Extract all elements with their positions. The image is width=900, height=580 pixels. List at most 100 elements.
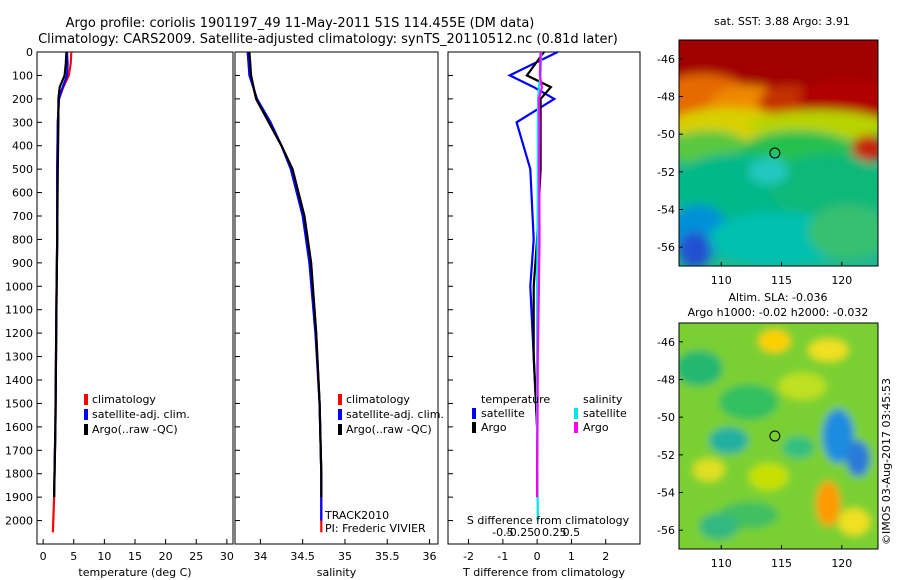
map-blob <box>692 458 725 482</box>
map-blob <box>679 40 878 86</box>
map-blob <box>852 134 878 163</box>
figure-title-line1: Argo profile: coriolis 1901197_49 11-May… <box>66 16 535 31</box>
y-tick-label: 1000 <box>5 280 33 293</box>
x-tick-label: 35 <box>338 550 352 563</box>
legend-swatch <box>84 409 88 420</box>
map-blob <box>718 384 779 421</box>
map-blob <box>679 232 711 266</box>
legend-label: climatology <box>92 393 156 406</box>
y-tick-label: 0 <box>26 46 33 59</box>
sla-map-subtitle: Argo h1000: -0.02 h2000: -0.032 <box>688 306 869 319</box>
y-tick-label: 100 <box>12 69 33 82</box>
x-top-tick-label: -0.25 <box>506 526 534 539</box>
map-blob <box>808 204 878 260</box>
legend-label: satellite <box>481 407 525 420</box>
map-field <box>679 40 878 266</box>
x-tick-label: -1 <box>497 550 508 563</box>
map-field <box>679 323 878 549</box>
argo-location-marker <box>769 147 781 159</box>
y-tick-label: 600 <box>12 187 33 200</box>
series-line-temperature-argo <box>525 51 553 498</box>
legend-label: satellite <box>583 407 627 420</box>
x-top-tick-label: 0 <box>534 526 541 539</box>
map-blob <box>768 153 878 221</box>
legend-swatch <box>84 424 88 435</box>
legend-swatch <box>472 422 476 433</box>
map-y-tick-label: -46 <box>657 53 675 66</box>
map-x-tick-label: 110 <box>711 557 732 570</box>
y-tick-label: 800 <box>12 233 33 246</box>
map-y-tick-label: -52 <box>657 166 675 179</box>
legend-label: Argo(..raw -QC) <box>346 423 432 436</box>
x-tick-label: 35.5 <box>375 550 400 563</box>
y-tick-label: 200 <box>12 93 33 106</box>
legend-header-salinity: salinity <box>583 393 623 406</box>
map-blob <box>778 372 827 400</box>
legend-label: satellite-adj. clim. <box>346 408 444 421</box>
y-tick-label: 1400 <box>5 374 33 387</box>
map-x-tick-label: 120 <box>831 274 852 287</box>
map-blob <box>822 408 855 464</box>
legend-swatch <box>574 408 578 419</box>
salinity-panel: 34 34.5 35 35.5 36 salinity climatology satelli… <box>234 51 444 579</box>
y-tick-label: 1700 <box>5 444 33 457</box>
map-blob <box>748 157 789 185</box>
map-y-tick-label: -56 <box>657 241 675 254</box>
legend-swatch <box>84 394 88 405</box>
map-y-tick-label: -56 <box>657 524 675 537</box>
map-y-tick-label: -48 <box>657 374 675 387</box>
legend-swatch <box>338 394 342 405</box>
y-tick-label: 500 <box>12 163 33 176</box>
x-tick-label: 30 <box>220 550 234 563</box>
plot-frame <box>36 51 234 545</box>
argo-location-marker <box>769 430 781 442</box>
x-top-tick-label: -0.5 <box>492 526 513 539</box>
map-y-tick-label: -46 <box>657 336 675 349</box>
x-tick-label: 1 <box>568 550 575 563</box>
imos-watermark: ©IMOS 03-Aug-2017 03:45:53 <box>880 378 893 545</box>
y-tick-label: 1500 <box>5 397 33 410</box>
map-blob <box>808 338 849 362</box>
y-tick-label: 700 <box>12 210 33 223</box>
x-tick-label: 0 <box>534 550 541 563</box>
map-frame <box>678 39 879 267</box>
y-tick-label: 1300 <box>5 351 33 364</box>
map-blobs <box>679 323 878 549</box>
map-blob <box>758 329 791 353</box>
legend-swatch <box>338 409 342 420</box>
map-blob <box>679 350 723 387</box>
y-tick-label: 900 <box>12 257 33 270</box>
map-x-tick-label: 120 <box>831 557 852 570</box>
legend-swatch <box>472 408 476 419</box>
x-tick-label: 34 <box>253 550 267 563</box>
plot-frame <box>447 51 641 545</box>
x-tick-label: 2 <box>602 550 609 563</box>
legend-label: Argo(..raw -QC) <box>92 423 178 436</box>
y-tick-label: 300 <box>12 116 33 129</box>
series-line-argo-raw-qc- <box>248 51 323 498</box>
x-tick-label: 10 <box>97 550 111 563</box>
sst-map-title: sat. SST: 3.88 Argo: 3.91 <box>714 15 850 28</box>
y-tick-label: 1800 <box>5 468 33 481</box>
x-tick-label: 0 <box>40 550 47 563</box>
map-x-tick-label: 115 <box>771 274 792 287</box>
x-axis-label: T difference from climatology <box>462 566 625 579</box>
map-x-tick-label: 115 <box>771 557 792 570</box>
map-y-tick-label: -54 <box>657 204 675 217</box>
y-tick-label: 2000 <box>5 515 33 528</box>
x-axis-label: temperature (deg C) <box>78 566 191 579</box>
x-axis-label: salinity <box>317 566 357 579</box>
temperature-panel: 0100200300400500600700800900100011001200… <box>5 46 234 579</box>
x-tick-label: 5 <box>70 550 77 563</box>
sla-map-title: Altim. SLA: -0.036 <box>728 291 827 304</box>
sst-map: -46 -48 -50 -52 -54 -56 110 115 120 <box>657 39 879 287</box>
legend-swatch <box>574 422 578 433</box>
y-tick-label: 1900 <box>5 491 33 504</box>
legend-swatch <box>338 424 342 435</box>
x-tick-label: 36 <box>423 550 437 563</box>
x-top-tick-label: 0.5 <box>563 526 581 539</box>
map-blob <box>782 436 815 459</box>
map-blob <box>816 481 841 527</box>
y-tick-label: 1200 <box>5 327 33 340</box>
